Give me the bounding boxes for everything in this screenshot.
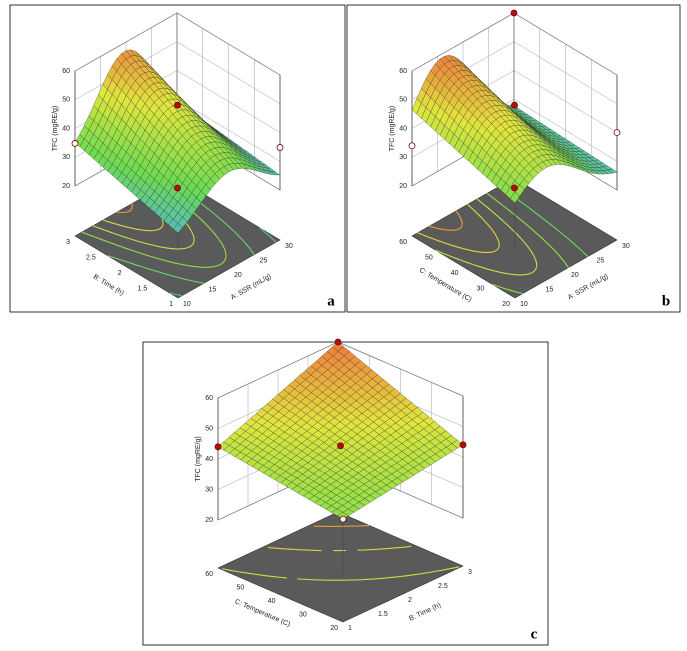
z-tick-label: 40 xyxy=(62,125,70,132)
left-tick-label: 2.5 xyxy=(86,254,96,261)
design-point xyxy=(71,140,79,147)
left-tick-label: 30 xyxy=(476,285,484,292)
panel-letter: c xyxy=(531,626,538,642)
left-tick-label: 20 xyxy=(330,625,338,632)
contour-line xyxy=(435,198,538,276)
surface-plot: 20 30 40 50 60 TFC (mgRE/g) 20 30 40 50 60 1 1.5 2 2.5… xyxy=(195,338,538,642)
z-tick-label: 30 xyxy=(399,154,407,161)
z-axis-label: TFC (mgRE/g) xyxy=(52,106,59,152)
surface-plot: 20 30 40 50 60 TFC (mgRE/g) 20 30 40 50 60 10 15 20 25… xyxy=(389,9,670,309)
z-tick-label: 40 xyxy=(399,125,407,132)
panel-letter: a xyxy=(327,293,335,309)
right-tick-label: 2 xyxy=(408,597,412,604)
right-tick-label: 20 xyxy=(571,272,579,279)
z-tick-label: 40 xyxy=(205,456,213,463)
left-tick-label: 60 xyxy=(205,571,213,578)
z-tick-label: 60 xyxy=(205,395,213,402)
wall-grid-line xyxy=(337,341,464,397)
left-tick-label: 50 xyxy=(236,584,244,591)
left-tick-label: 40 xyxy=(451,270,459,277)
z-tick-label: 50 xyxy=(62,97,70,104)
right-tick-label: 10 xyxy=(183,301,191,308)
left-tick-label: 30 xyxy=(299,611,307,618)
design-point xyxy=(337,442,344,450)
surface-plot: 20 30 40 50 60 TFC (mgRE/g) 1 1.5 2 2.5 3 10 15 20 25 3… xyxy=(52,12,335,309)
left-tick-label: 1 xyxy=(169,301,173,308)
left-tick-label: 50 xyxy=(425,254,433,261)
surface-cell xyxy=(510,191,520,204)
right-tick-label: 30 xyxy=(622,243,630,250)
design-point xyxy=(613,129,621,136)
right-tick-label: 15 xyxy=(546,286,554,293)
z-tick-label: 20 xyxy=(399,183,407,190)
wall-grid-line xyxy=(513,41,618,104)
left-tick-label: 3 xyxy=(66,239,70,246)
design-point xyxy=(174,101,181,109)
left-axis-label: C: Temperature (C) xyxy=(234,598,292,628)
z-tick-label: 30 xyxy=(62,154,70,161)
right-tick-label: 20 xyxy=(234,272,242,279)
wall-grid-line xyxy=(217,341,339,399)
right-tick-label: 2.5 xyxy=(438,583,448,590)
z-axis-label: TFC (mgRE/g) xyxy=(389,106,396,152)
contour-line xyxy=(116,203,133,214)
design-point xyxy=(174,184,181,192)
design-point xyxy=(511,184,518,192)
contour-line xyxy=(429,210,463,231)
wall-grid-line xyxy=(411,12,515,72)
contour-line xyxy=(417,204,500,253)
contour-line xyxy=(313,524,370,527)
z-axis-label: TFC (mgRE/g) xyxy=(195,436,202,482)
wall-grid-line xyxy=(176,41,281,104)
left-tick-label: 2 xyxy=(118,270,122,277)
wall-grid-line xyxy=(513,12,618,76)
contour-line xyxy=(222,566,459,581)
right-tick-label: 25 xyxy=(597,257,605,264)
z-tick-label: 50 xyxy=(399,97,407,104)
design-point xyxy=(334,338,342,346)
left-axis-label: C: Temperature (C) xyxy=(418,267,473,304)
left-tick-label: 20 xyxy=(502,301,510,308)
left-tick-label: 60 xyxy=(399,239,407,246)
right-axis-label: B: Time (h) xyxy=(408,602,442,623)
z-tick-label: 20 xyxy=(205,517,213,524)
design-point xyxy=(510,9,518,17)
z-tick-label: 60 xyxy=(399,68,407,75)
right-tick-label: 10 xyxy=(520,301,528,308)
z-tick-label: 30 xyxy=(205,486,213,493)
left-axis-label: B: Time (h) xyxy=(92,273,125,297)
panel-letter: b xyxy=(662,293,670,309)
right-tick-label: 1 xyxy=(348,625,352,632)
right-tick-label: 3 xyxy=(468,569,472,576)
wall-grid-line xyxy=(176,12,281,76)
right-tick-label: 15 xyxy=(209,286,217,293)
z-tick-label: 50 xyxy=(205,425,213,432)
z-tick-label: 60 xyxy=(62,68,70,75)
wall-grid-line xyxy=(74,12,178,72)
surface-cell xyxy=(173,223,183,234)
left-tick-label: 1.5 xyxy=(138,285,148,292)
design-point xyxy=(339,515,347,523)
z-tick-label: 20 xyxy=(62,183,70,190)
right-tick-label: 1.5 xyxy=(378,611,388,618)
right-tick-label: 30 xyxy=(285,243,293,250)
contour-line xyxy=(486,192,570,295)
design-point xyxy=(511,101,518,109)
right-tick-label: 25 xyxy=(260,257,268,264)
contour-line xyxy=(169,227,277,297)
design-point xyxy=(408,142,416,150)
design-point xyxy=(214,443,222,451)
design-point xyxy=(459,441,467,449)
panel-frame xyxy=(142,341,549,646)
design-point xyxy=(276,144,284,151)
left-tick-label: 40 xyxy=(268,598,276,605)
panel-frame xyxy=(9,4,346,313)
panel-frame xyxy=(346,4,681,313)
